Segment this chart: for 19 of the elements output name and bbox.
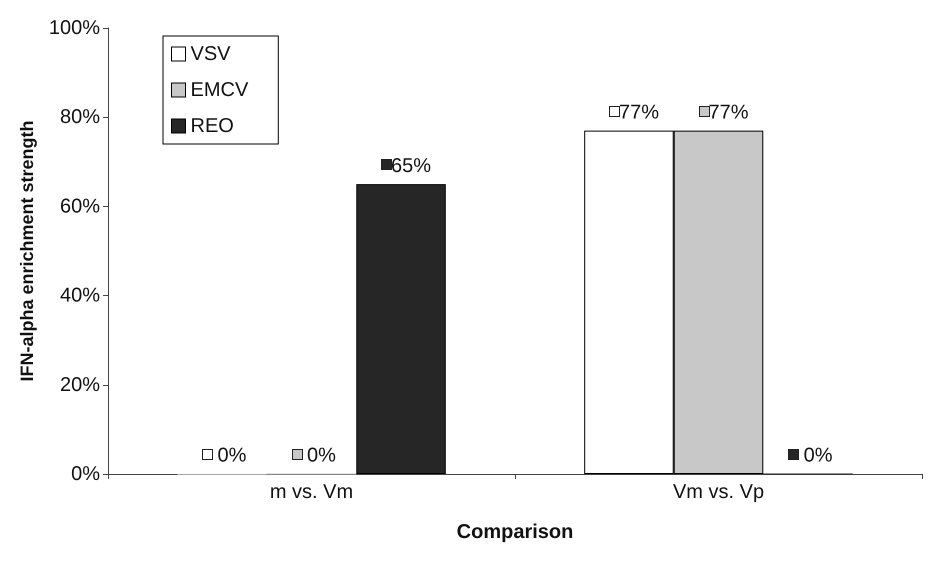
x-tick-label: Vm vs. Vp (672, 481, 764, 503)
x-axis-title: Comparison (456, 521, 574, 543)
legend-label: VSV (190, 43, 232, 65)
y-tick-label: 0% (71, 463, 100, 485)
legend-label: EMCV (190, 79, 249, 101)
y-tick-label: 20% (60, 374, 100, 396)
y-tick-label: 80% (60, 106, 100, 128)
data-label: 65% (391, 155, 432, 178)
y-tick-label: 60% (60, 195, 100, 218)
x-tick-label: m vs. Vm (270, 481, 354, 503)
data-label: 77% (618, 102, 660, 124)
data-label: 77% (708, 102, 749, 124)
y-tick-label: 40% (60, 284, 100, 307)
y-axis-title: IFN-alpha enrichment strength (17, 120, 37, 382)
legend-label: REO (190, 115, 234, 137)
y-tick-label: 100% (48, 17, 100, 39)
data-label: 0% (307, 444, 336, 466)
data-label: 0% (804, 444, 833, 466)
data-label: 0% (218, 444, 247, 466)
